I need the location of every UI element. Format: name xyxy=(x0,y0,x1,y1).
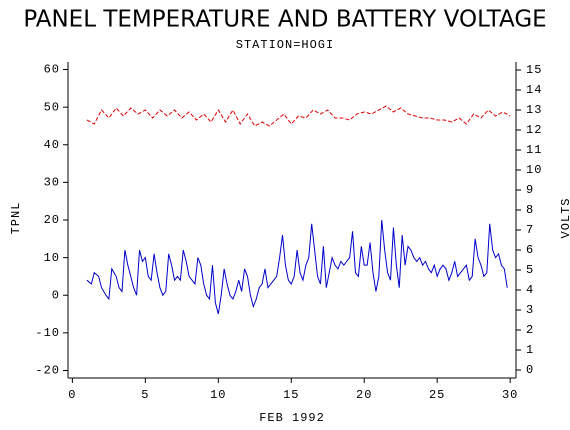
y2-tick-label: 11 xyxy=(526,143,542,157)
y2-tick-label: 14 xyxy=(526,83,542,97)
x-axis-label: FEB 1992 xyxy=(259,411,325,425)
y2-tick-label: 7 xyxy=(526,223,534,237)
y-tick-label: 60 xyxy=(44,63,60,77)
y2-tick-label: 9 xyxy=(526,183,534,197)
y2-tick-label: 5 xyxy=(526,263,534,277)
x-tick-label: 10 xyxy=(210,388,226,402)
y-tick-label: -20 xyxy=(35,364,60,378)
y2-tick-label: 0 xyxy=(526,363,534,377)
y2-tick-label: 2 xyxy=(526,323,534,337)
y-tick-label: -10 xyxy=(35,326,60,340)
y2-tick-label: 3 xyxy=(526,303,534,317)
y-tick-label: 20 xyxy=(44,213,60,227)
y2-tick-label: 15 xyxy=(526,63,542,77)
x-tick-label: 0 xyxy=(68,388,76,402)
data-line xyxy=(86,219,508,315)
y2-tick-label: 1 xyxy=(526,343,534,357)
y-axis-label: TPNL xyxy=(9,202,23,235)
x-tick-label: 20 xyxy=(356,388,372,402)
x-tick-label: 5 xyxy=(141,388,149,402)
chart-title: PANEL TEMPERATURE AND BATTERY VOLTAGE xyxy=(23,7,546,33)
y2-tick-label: 4 xyxy=(526,283,534,297)
chart-subtitle: STATION=HOGI xyxy=(236,38,334,52)
y-tick-label: 30 xyxy=(44,176,60,190)
x-tick-label: 25 xyxy=(429,388,445,402)
y2-tick-label: 6 xyxy=(526,243,534,257)
y2-tick-label: 12 xyxy=(526,123,542,137)
y2-tick-label: 8 xyxy=(526,203,534,217)
y-tick-label: 10 xyxy=(44,251,60,265)
x-tick-label: 15 xyxy=(283,388,299,402)
y-tick-label: 50 xyxy=(44,100,60,114)
y-tick-label: 40 xyxy=(44,138,60,152)
x-tick-label: 30 xyxy=(502,388,518,402)
y2-axis-label: VOLTS xyxy=(559,197,570,238)
y-tick-label: 0 xyxy=(52,288,60,302)
y2-tick-label: 10 xyxy=(526,163,542,177)
y2-tick-label: 13 xyxy=(526,103,542,117)
data-line xyxy=(86,105,511,127)
